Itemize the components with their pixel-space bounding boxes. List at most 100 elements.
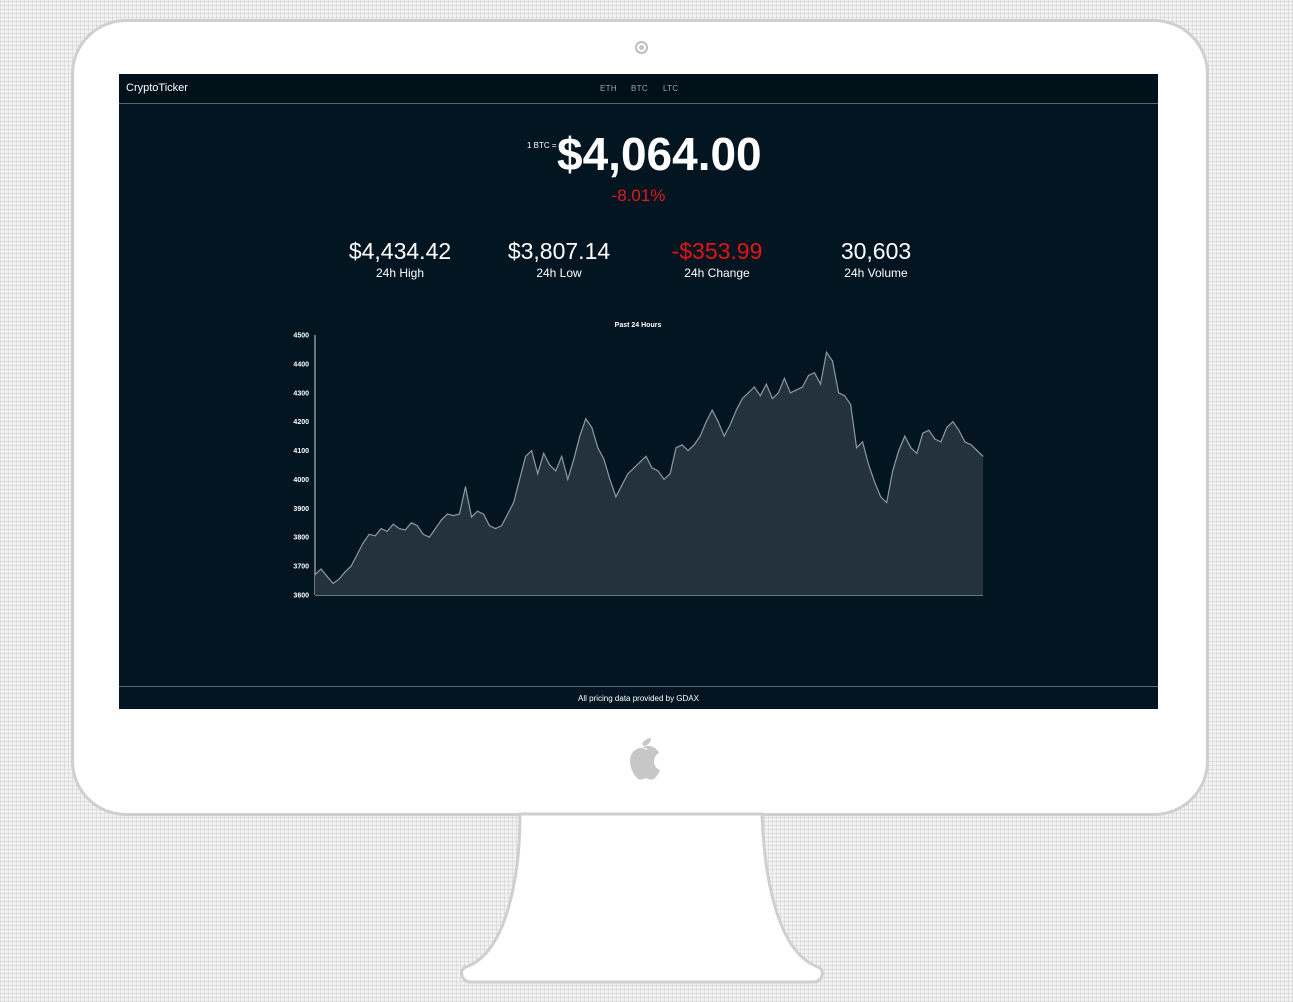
nav-link-ltc[interactable]: LTC bbox=[663, 84, 679, 93]
data-point bbox=[422, 533, 424, 535]
data-point bbox=[916, 452, 918, 455]
data-point bbox=[386, 530, 388, 533]
brand-logo[interactable]: CryptoTicker bbox=[126, 82, 188, 94]
data-point bbox=[609, 478, 611, 481]
data-point bbox=[735, 409, 737, 411]
stat-value: $4,434.42 bbox=[348, 238, 452, 264]
camera-icon bbox=[635, 41, 648, 54]
data-point bbox=[856, 447, 858, 449]
data-point bbox=[512, 501, 515, 504]
data-point bbox=[332, 582, 334, 585]
data-point bbox=[801, 386, 804, 388]
data-point bbox=[561, 455, 563, 457]
data-point bbox=[585, 418, 587, 420]
data-point bbox=[537, 473, 539, 475]
data-point bbox=[789, 392, 792, 394]
data-point bbox=[880, 496, 882, 498]
stat-value: 30,603 bbox=[840, 238, 912, 264]
data-point bbox=[681, 444, 683, 446]
y-tick-label: 3600 bbox=[293, 593, 309, 600]
data-point bbox=[639, 461, 641, 463]
data-point bbox=[567, 478, 569, 481]
data-point bbox=[910, 447, 912, 449]
data-point bbox=[591, 426, 593, 429]
stat-24h-volume: 30,603 24h Volume bbox=[796, 237, 956, 280]
data-point bbox=[579, 435, 581, 437]
data-point bbox=[573, 458, 575, 460]
data-point bbox=[813, 371, 816, 374]
data-point bbox=[958, 429, 960, 431]
data-point bbox=[928, 429, 930, 431]
data-point bbox=[464, 486, 467, 488]
data-point bbox=[934, 438, 936, 440]
data-point bbox=[488, 525, 491, 527]
data-point bbox=[723, 435, 725, 437]
data-point bbox=[675, 447, 677, 449]
data-point bbox=[633, 467, 635, 469]
y-tick-label: 4100 bbox=[293, 448, 309, 455]
data-point bbox=[380, 527, 382, 530]
data-point bbox=[416, 525, 418, 527]
data-point bbox=[771, 397, 773, 400]
data-point bbox=[482, 513, 485, 515]
stat-24h-low: $3,807.14 24h Low bbox=[479, 237, 639, 280]
data-point bbox=[747, 392, 749, 394]
data-point bbox=[777, 392, 779, 394]
stat-label: 24h Volume bbox=[844, 266, 908, 280]
data-point bbox=[434, 527, 436, 530]
data-point bbox=[765, 383, 767, 385]
apple-logo-icon bbox=[630, 738, 660, 780]
data-point bbox=[543, 452, 545, 455]
data-point bbox=[476, 510, 479, 512]
data-point bbox=[837, 392, 840, 394]
data-point bbox=[687, 449, 689, 452]
y-tick-label: 3900 bbox=[293, 506, 309, 513]
data-point bbox=[663, 478, 665, 481]
data-point bbox=[976, 449, 978, 452]
data-point bbox=[404, 529, 406, 531]
data-point bbox=[946, 426, 948, 429]
data-point bbox=[898, 449, 900, 452]
data-point bbox=[819, 383, 822, 385]
data-point bbox=[374, 535, 376, 537]
data-point bbox=[392, 523, 394, 525]
data-point bbox=[470, 516, 473, 518]
data-point bbox=[982, 455, 984, 457]
data-point bbox=[807, 374, 810, 377]
data-point bbox=[753, 386, 755, 388]
data-point bbox=[452, 514, 455, 517]
y-tick-label: 4000 bbox=[293, 477, 309, 484]
y-tick-label: 4300 bbox=[293, 390, 309, 397]
data-point bbox=[952, 421, 954, 423]
data-point bbox=[500, 525, 503, 527]
data-point bbox=[862, 441, 864, 443]
data-point bbox=[970, 444, 972, 446]
data-point bbox=[621, 484, 623, 486]
y-tick-label: 4200 bbox=[293, 419, 309, 426]
data-point bbox=[657, 470, 659, 472]
data-point bbox=[506, 513, 509, 515]
y-tick-label: 4400 bbox=[293, 361, 309, 368]
data-point bbox=[356, 553, 358, 556]
data-point bbox=[603, 458, 605, 460]
current-price: $4,064.00 bbox=[557, 128, 762, 180]
data-point bbox=[699, 435, 701, 437]
data-point bbox=[868, 464, 870, 466]
navbar: CryptoTicker ETH BTC LTC bbox=[119, 74, 1158, 104]
data-point bbox=[531, 449, 533, 452]
data-point bbox=[693, 444, 695, 446]
monitor-stand bbox=[460, 812, 824, 984]
data-point bbox=[368, 533, 370, 535]
data-point bbox=[597, 447, 599, 449]
data-point bbox=[711, 409, 713, 411]
data-point bbox=[555, 470, 557, 472]
data-point bbox=[549, 464, 551, 466]
data-point bbox=[525, 455, 527, 457]
stat-label: 24h High bbox=[375, 266, 425, 280]
data-point bbox=[362, 542, 364, 544]
footer: All pricing data provided by GDAX bbox=[119, 686, 1158, 709]
nav-link-eth[interactable]: ETH bbox=[600, 84, 617, 93]
nav-link-btc[interactable]: BTC bbox=[631, 84, 648, 93]
data-point bbox=[446, 513, 448, 515]
data-point bbox=[344, 571, 346, 573]
